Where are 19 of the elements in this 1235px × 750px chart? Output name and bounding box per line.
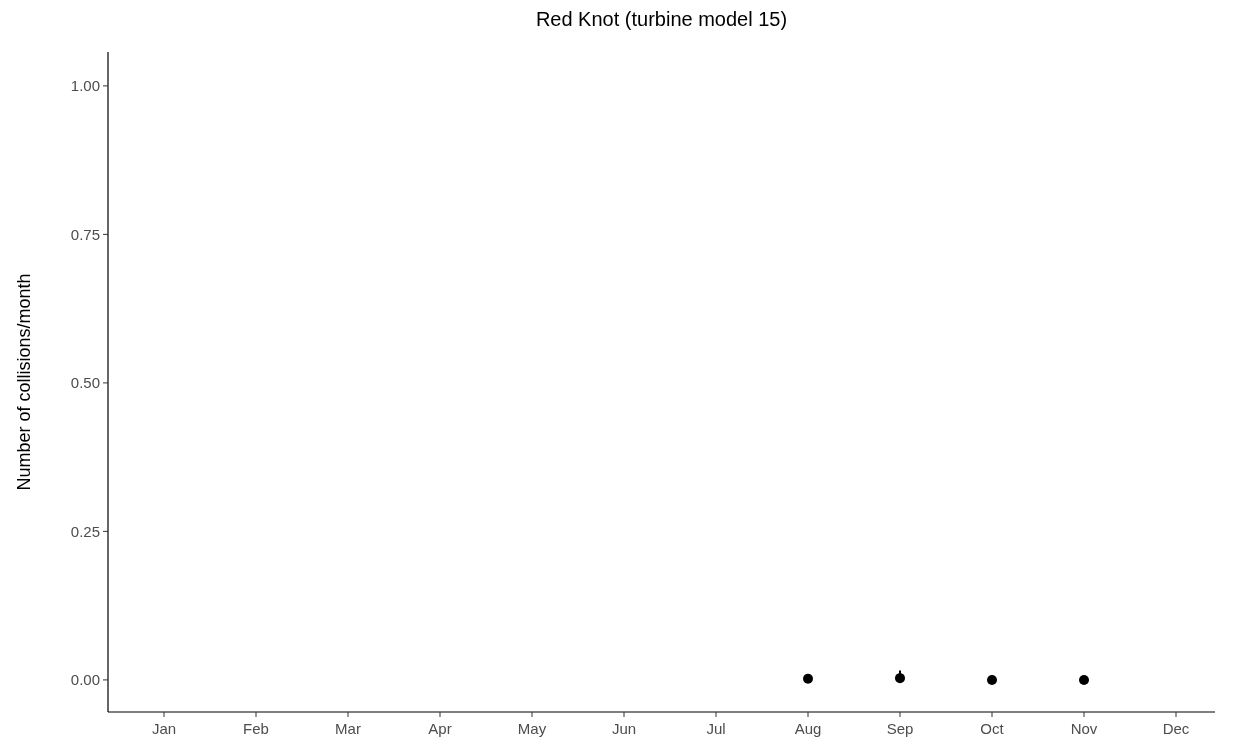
chart-title: Red Knot (turbine model 15) <box>535 8 788 30</box>
x-tick-label: Jul <box>706 720 726 737</box>
x-tick-label: Aug <box>794 720 822 737</box>
x-tick-label: Jun <box>611 720 637 737</box>
y-tick-label: 0.75 <box>70 225 100 243</box>
x-tick-label: Dec <box>1162 720 1190 737</box>
y-tick-label: 1.00 <box>70 77 100 95</box>
x-tick-label: Jan <box>151 720 177 737</box>
x-tick-label: Nov <box>1070 720 1098 737</box>
x-tick-label: Feb <box>243 720 269 737</box>
x-tick-label: Sep <box>886 720 914 737</box>
y-tick-label: 0.50 <box>70 374 100 392</box>
x-tick-label: Mar <box>335 720 361 737</box>
x-tick-label: May <box>517 720 547 737</box>
y-axis-title: Number of collisions/month <box>14 273 34 491</box>
x-tick-label: Oct <box>980 720 1005 737</box>
x-tick-label: Apr <box>428 720 452 737</box>
y-tick-label: 0.25 <box>70 522 100 540</box>
y-tick-label: 0.00 <box>70 671 100 689</box>
